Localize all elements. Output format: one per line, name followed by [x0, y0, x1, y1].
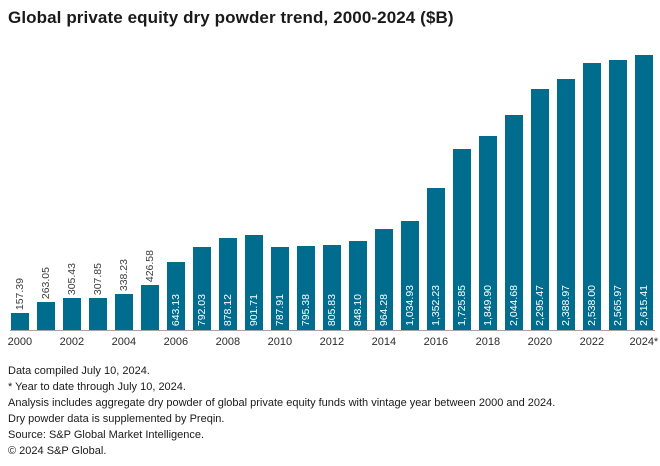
bar-column-2014: 964.28 2014: [372, 46, 396, 348]
bar-2012: [323, 245, 341, 330]
bar-column-2008: 878.12 2008: [216, 46, 240, 348]
x-axis-tick-label-2012: 2012: [319, 336, 345, 348]
x-axis-tick-label-2006: 2006: [163, 336, 189, 348]
bar-column-2013: 848.10: [349, 46, 367, 330]
bar-chart-plot-area: 157.39 2000 263.05 305.43 2002 307.85 338.23 20…: [8, 46, 658, 348]
bar-value-label-2006: 643.13: [169, 293, 182, 326]
bar-2018: [479, 135, 497, 330]
x-axis-tick-label-2014: 2014: [371, 336, 397, 348]
bar-column-2000: 157.39 2000: [8, 46, 32, 348]
bar-2017: [453, 148, 471, 330]
bar-2006: [167, 262, 185, 330]
bar-2016: [427, 187, 445, 330]
bar-value-label-2008: 878.12: [221, 293, 234, 326]
bar-2022: [583, 63, 601, 330]
bar-column-2004: 338.23 2004: [112, 46, 136, 348]
footnote-source: Source: S&P Global Market Intelligence.: [8, 429, 205, 441]
bar-value-label-2016: 1,352.23: [429, 285, 442, 326]
bar-value-label-2019: 2,044.68: [507, 285, 520, 326]
bar-column-2021: 2,388.97: [557, 46, 575, 330]
bar-value-label-2013: 848.10: [351, 293, 364, 326]
bar-value-label-2003: 307.85: [91, 262, 104, 295]
bar-column-2024: 2,615.41 2024*: [629, 46, 658, 348]
bar-value-label-2023: 2,565.97: [611, 285, 624, 326]
bar-2005: [141, 285, 159, 330]
bar-2021: [557, 78, 575, 330]
bar-2011: [297, 246, 315, 330]
bar-value-label-2017: 1,725.85: [455, 285, 468, 326]
bar-value-label-2001: 263.05: [39, 267, 52, 300]
bar-value-label-2018: 1,849.90: [481, 285, 494, 326]
bar-value-label-2014: 964.28: [377, 293, 390, 326]
bar-column-2010: 787.91 2010: [268, 46, 292, 348]
bar-column-2007: 792.03: [193, 46, 211, 330]
bar-value-label-2021: 2,388.97: [559, 285, 572, 326]
bar-2024: [635, 55, 653, 330]
footnote-analysis: Analysis includes aggregate dry powder o…: [8, 397, 556, 409]
footnote-year-to-date: * Year to date through July 10, 2024.: [8, 381, 186, 393]
bar-column-2009: 901.71: [245, 46, 263, 330]
x-axis-tick-label-2002: 2002: [59, 336, 85, 348]
bar-2023: [609, 60, 627, 330]
bar-column-2006: 643.13 2006: [164, 46, 188, 348]
bar-2000: [11, 313, 29, 330]
bar-column-2017: 1,725.85: [453, 46, 471, 330]
bar-value-label-2012: 805.83: [325, 293, 338, 326]
bar-value-label-2022: 2,538.00: [585, 285, 598, 326]
bar-2003: [89, 297, 107, 330]
x-axis-tick-label-2024: 2024*: [629, 336, 659, 348]
bar-column-2020: 2,295.47 2020: [528, 46, 552, 348]
x-axis-tick-label-2000: 2000: [7, 336, 33, 348]
x-axis-tick-label-2020: 2020: [527, 336, 553, 348]
bar-value-label-2002: 305.43: [65, 262, 78, 295]
bar-value-label-2005: 426.58: [143, 250, 156, 283]
x-axis-tick-label-2010: 2010: [267, 336, 293, 348]
bar-value-label-2011: 795.38: [299, 293, 312, 326]
bar-2014: [375, 228, 393, 330]
bar-value-label-2000: 157.39: [13, 278, 26, 311]
bar-column-2019: 2,044.68: [505, 46, 523, 330]
bar-column-2016: 1,352.23 2016: [424, 46, 448, 348]
bar-value-label-2004: 338.23: [117, 259, 130, 292]
bar-column-2003: 307.85: [89, 46, 107, 330]
bar-value-label-2009: 901.71: [247, 293, 260, 326]
x-axis-line: [10, 330, 655, 331]
footnote-copyright: © 2024 S&P Global.: [8, 445, 107, 457]
x-axis-tick-label-2016: 2016: [423, 336, 449, 348]
bar-column-2023: 2,565.97: [609, 46, 627, 330]
bar-column-2015: 1,034.93: [401, 46, 419, 330]
bar-value-label-2007: 792.03: [195, 293, 208, 326]
bar-value-label-2024: 2,615.41: [637, 285, 650, 326]
x-axis-tick-label-2022: 2022: [579, 336, 605, 348]
footnote-data-compiled: Data compiled July 10, 2024.: [8, 365, 150, 377]
bar-2008: [219, 237, 237, 330]
chart-title: Global private equity dry powder trend, …: [8, 8, 454, 27]
bar-column-2005: 426.58: [141, 46, 159, 330]
bar-value-label-2010: 787.91: [273, 293, 286, 326]
bar-column-2012: 805.83 2012: [320, 46, 344, 348]
footnote-preqin: Dry powder data is supplemented by Preqi…: [8, 413, 225, 425]
bar-column-2001: 263.05: [37, 46, 55, 330]
footnotes-block: Data compiled July 10, 2024. * Year to d…: [8, 363, 555, 459]
bar-column-2018: 1,849.90 2018: [476, 46, 500, 348]
x-axis-tick-label-2018: 2018: [475, 336, 501, 348]
bar-2001: [37, 302, 55, 330]
bar-2019: [505, 115, 523, 330]
bar-value-label-2015: 1,034.93: [403, 285, 416, 326]
x-axis-tick-label-2004: 2004: [111, 336, 137, 348]
bar-column-2011: 795.38: [297, 46, 315, 330]
bar-2002: [63, 297, 81, 330]
bar-value-label-2020: 2,295.47: [533, 285, 546, 326]
bar-2007: [193, 246, 211, 330]
bar-2004: [115, 294, 133, 330]
bar-2010: [271, 247, 289, 330]
bar-2020: [531, 88, 549, 330]
bar-column-2022: 2,538.00 2022: [580, 46, 604, 348]
bar-2009: [245, 235, 263, 330]
bar-column-2002: 305.43 2002: [60, 46, 84, 348]
x-axis-tick-label-2008: 2008: [215, 336, 241, 348]
bar-2013: [349, 240, 367, 330]
bar-2015: [401, 221, 419, 330]
